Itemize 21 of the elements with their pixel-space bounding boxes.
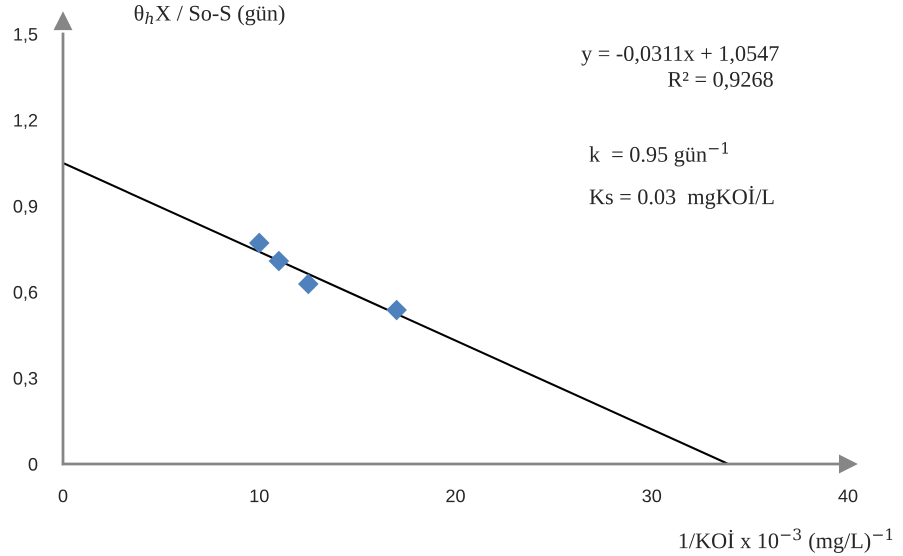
annotation: R² = 0,9268 xyxy=(668,72,773,90)
y-tick-label: 1,2 xyxy=(14,114,38,129)
x-tick-label: 30 xyxy=(642,489,662,502)
annotation: y = -0,0311x + 1,0547 xyxy=(581,46,779,66)
x-tick-label: 40 xyxy=(838,489,858,502)
x-axis-title: 1/KOİ x 10$^{−3}$ (mg/L)$^{−1}$ xyxy=(680,528,892,553)
y-tick-label: 0 xyxy=(28,458,38,471)
y-tick-label: 0,6 xyxy=(14,286,38,301)
point xyxy=(248,232,270,254)
point xyxy=(386,300,407,320)
y-tick-label: 1,5 xyxy=(14,28,38,43)
y-tick-label: 0,3 xyxy=(14,372,38,387)
x-tick-label: 0 xyxy=(58,489,68,502)
annotation: Ks = 0.03 mgKOİ/L xyxy=(590,186,774,209)
point xyxy=(268,250,290,272)
y-axis-title: θ$_{h}$X / So-S (gün) xyxy=(134,4,284,26)
y-tick-label: 0,9 xyxy=(14,200,38,215)
point xyxy=(298,274,319,294)
annotation: k = 0.95 gün$^{−1}$ xyxy=(589,142,728,166)
x-tick-label: 20 xyxy=(446,489,465,502)
x-tick-label: 10 xyxy=(250,489,269,502)
